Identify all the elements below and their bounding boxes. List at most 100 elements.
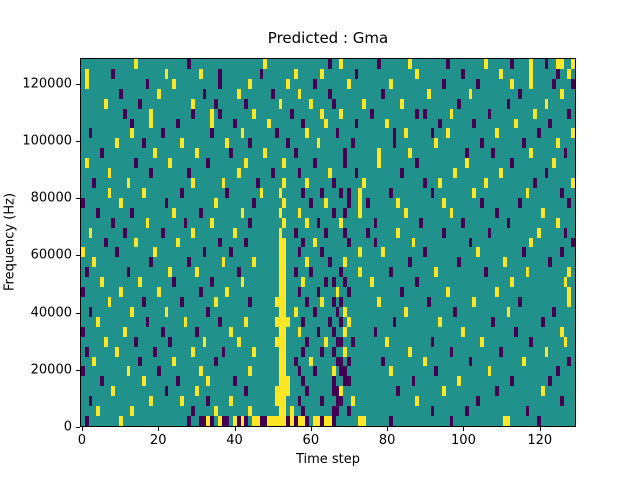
heatmap-cell: [84, 78, 89, 89]
heatmap-cell: [312, 158, 317, 169]
heatmap-cell: [529, 59, 534, 69]
heatmap-cell: [335, 406, 340, 417]
heatmap-cell: [111, 217, 116, 228]
heatmap-cell: [100, 376, 104, 387]
heatmap-cell: [567, 356, 572, 367]
heatmap-cell: [195, 326, 199, 337]
y-axis-tick-label: 120000: [22, 76, 72, 92]
heatmap-cell: [548, 118, 553, 129]
heatmap-cell: [214, 297, 218, 307]
heatmap-cell: [271, 168, 275, 178]
heatmap-cell: [229, 247, 233, 258]
heatmap-cell: [81, 197, 85, 208]
heatmap-cell: [510, 158, 515, 169]
y-axis-label: Frequency (Hz): [2, 192, 18, 292]
heatmap-cell: [320, 346, 325, 357]
heatmap-cell: [438, 118, 442, 129]
heatmap-cell: [343, 148, 347, 159]
heatmap-cell: [499, 68, 503, 79]
heatmap-cell: [286, 376, 290, 387]
heatmap-cell: [81, 287, 85, 298]
heatmap-cell: [305, 386, 309, 397]
heatmap-cell: [168, 267, 173, 278]
heatmap-cell: [419, 217, 423, 228]
heatmap-cell: [388, 78, 393, 89]
heatmap-cell: [343, 346, 347, 357]
heatmap-cell: [358, 267, 363, 278]
heatmap-cell: [301, 346, 306, 357]
heatmap-cell: [81, 326, 85, 337]
heatmap-cell: [149, 108, 154, 119]
x-axis-tick-label: 40: [226, 433, 243, 448]
heatmap-cell: [388, 187, 393, 198]
heatmap-cell: [183, 217, 188, 228]
heatmap-cell: [191, 178, 195, 188]
heatmap-cell: [385, 336, 389, 347]
heatmap-cell: [282, 326, 287, 337]
heatmap-cell: [328, 316, 332, 327]
heatmap-cell: [411, 376, 416, 387]
heatmap-cell: [88, 227, 93, 238]
heatmap-cell: [191, 98, 195, 109]
heatmap-cell: [301, 316, 306, 327]
heatmap-cell: [483, 59, 488, 69]
heatmap-cell: [556, 68, 560, 79]
y-axis-tick-label: 20000: [30, 362, 72, 378]
heatmap-cell: [233, 376, 237, 387]
heatmap-cell: [210, 217, 214, 228]
heatmap-cell: [282, 158, 287, 169]
heatmap-cell: [119, 287, 123, 298]
heatmap-cell: [377, 148, 382, 159]
heatmap-cell: [480, 138, 484, 149]
heatmap-cell: [92, 178, 97, 188]
heatmap-cell: [202, 336, 207, 347]
y-axis-tick: [76, 83, 80, 85]
x-axis-tick-labels: 0 20 40 60 80 100 120: [78, 433, 576, 449]
heatmap-cell: [518, 297, 522, 307]
y-axis-tick-labels: 0 20000 40000 60000 80000 100000 120000: [0, 58, 72, 434]
heatmap-cell: [278, 98, 283, 109]
heatmap-cell: [571, 178, 575, 188]
heatmap-cell: [309, 267, 313, 278]
heatmap-cell: [153, 148, 157, 159]
heatmap-cell: [240, 207, 245, 218]
heatmap-cell: [282, 306, 287, 317]
heatmap-cell: [407, 148, 412, 159]
heatmap-cell: [358, 187, 363, 198]
heatmap-cell: [415, 277, 420, 288]
heatmap-cell: [160, 326, 165, 337]
heatmap-cell: [567, 108, 572, 119]
heatmap-cell: [290, 416, 294, 426]
heatmap-cell: [293, 306, 298, 317]
heatmap-cell: [392, 128, 397, 139]
heatmap-cell: [392, 138, 397, 149]
heatmap-cell: [225, 287, 230, 298]
heatmap-cell: [149, 168, 154, 178]
heatmap-cell: [255, 178, 260, 188]
y-axis-ticks: [76, 58, 80, 428]
y-axis-tick: [76, 255, 80, 257]
heatmap-cell: [487, 108, 492, 119]
heatmap-cell: [233, 118, 237, 129]
heatmap-cell: [297, 287, 302, 298]
heatmap-cell: [84, 267, 89, 278]
heatmap-cell: [84, 416, 89, 426]
heatmap-cell: [461, 217, 465, 228]
heatmap-cell: [278, 356, 283, 367]
heatmap-cell: [134, 336, 138, 347]
plot-area: [80, 58, 576, 427]
heatmap-cell: [305, 128, 309, 139]
heatmap-cell: [362, 416, 366, 426]
heatmap-cell: [92, 356, 97, 367]
heatmap-cell: [164, 197, 169, 208]
heatmap-cell: [445, 59, 450, 69]
heatmap-cell: [229, 148, 233, 159]
heatmap-cell: [297, 247, 302, 258]
heatmap-cell: [343, 306, 347, 317]
heatmap-cell: [540, 386, 545, 397]
heatmap-cell: [415, 108, 420, 119]
heatmap-cell: [335, 287, 340, 298]
heatmap-cell: [141, 138, 146, 149]
heatmap-cell: [335, 396, 340, 407]
heatmap-cell: [141, 187, 146, 198]
